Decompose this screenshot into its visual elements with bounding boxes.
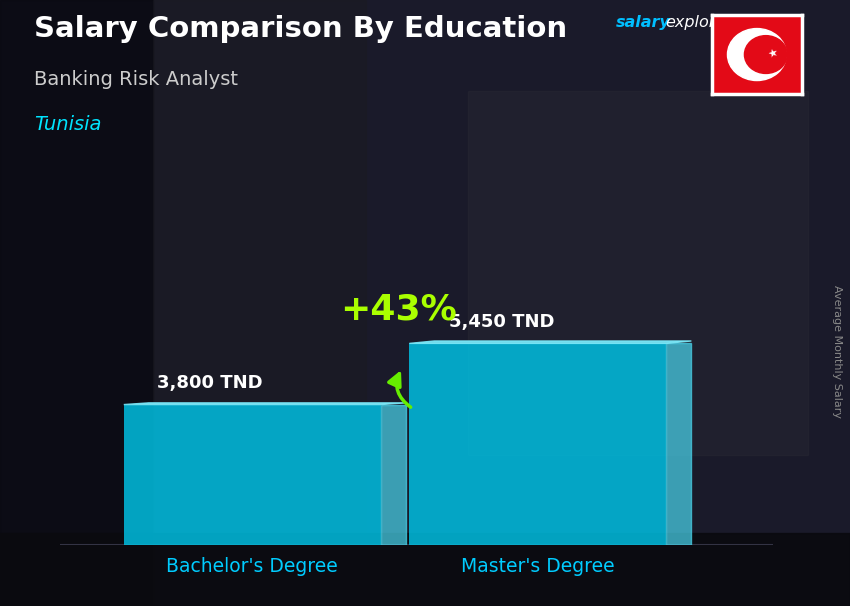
Bar bbox=[0, 0, 153, 606]
Circle shape bbox=[745, 36, 787, 73]
Text: explorer.com: explorer.com bbox=[666, 15, 770, 30]
Bar bbox=[153, 0, 366, 606]
Circle shape bbox=[728, 28, 786, 81]
Text: salary: salary bbox=[616, 15, 671, 30]
Bar bbox=[124, 405, 381, 545]
Bar bbox=[468, 91, 808, 454]
Bar bbox=[0, 533, 850, 606]
Polygon shape bbox=[410, 341, 691, 344]
Text: 3,800 TND: 3,800 TND bbox=[156, 375, 263, 393]
Text: 5,450 TND: 5,450 TND bbox=[450, 313, 555, 331]
Polygon shape bbox=[124, 403, 405, 405]
Text: ★: ★ bbox=[767, 48, 779, 61]
Bar bbox=[410, 344, 666, 545]
Text: +43%: +43% bbox=[340, 292, 457, 326]
Text: Average Monthly Salary: Average Monthly Salary bbox=[832, 285, 842, 418]
Polygon shape bbox=[666, 344, 691, 545]
Polygon shape bbox=[381, 405, 405, 545]
Text: Tunisia: Tunisia bbox=[34, 115, 101, 134]
Text: Banking Risk Analyst: Banking Risk Analyst bbox=[34, 70, 238, 88]
Text: Salary Comparison By Education: Salary Comparison By Education bbox=[34, 15, 567, 43]
